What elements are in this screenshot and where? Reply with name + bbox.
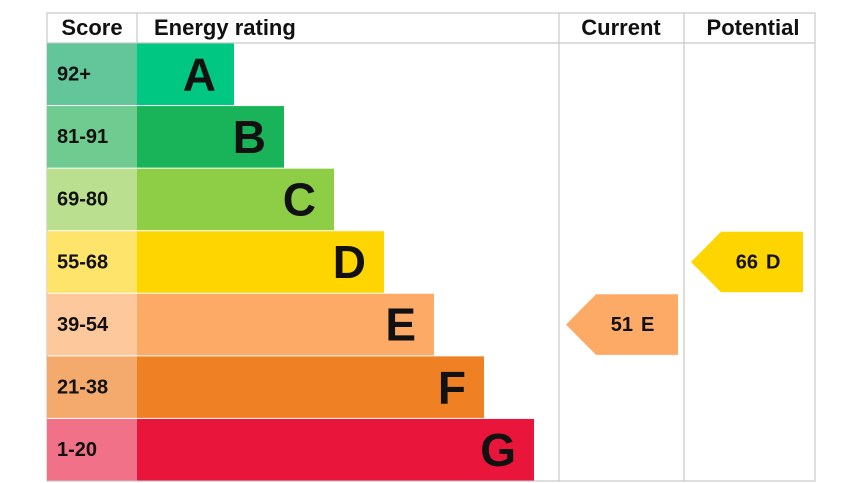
score-range: 1-20 [57, 439, 97, 461]
score-cell [47, 293, 137, 356]
rating-letter: C [283, 174, 316, 226]
header-current: Current [581, 15, 661, 40]
score-range: 55-68 [57, 251, 108, 273]
rating-letter: B [233, 111, 266, 163]
score-range: 92+ [57, 64, 91, 86]
score-range: 81-91 [57, 126, 108, 148]
score-cell [47, 418, 137, 481]
score-cell [47, 168, 137, 231]
score-range: 39-54 [57, 314, 109, 336]
rating-letter: A [183, 48, 216, 100]
potential-score: 66 [736, 251, 758, 273]
current-score: 51 [611, 314, 633, 336]
header-potential: Potential [707, 15, 800, 40]
rating-letter: E [385, 299, 416, 351]
score-range: 69-80 [57, 189, 108, 211]
score-cell [47, 356, 137, 418]
rating-bar [137, 231, 384, 293]
potential-arrow [691, 231, 803, 293]
current-arrow [566, 294, 678, 355]
score-cell [47, 231, 137, 293]
score-range: 21-38 [57, 376, 108, 398]
header-rating: Energy rating [154, 15, 296, 40]
rating-bar [137, 356, 484, 418]
score-cell [47, 43, 137, 106]
score-cell [47, 106, 137, 168]
rating-letter: G [480, 424, 516, 476]
rating-letter: F [438, 361, 466, 413]
potential-band: D [766, 251, 780, 273]
rating-bar [137, 293, 434, 356]
current-band: E [641, 314, 654, 336]
rating-bar [137, 418, 534, 481]
rating-letter: D [333, 236, 366, 288]
rating-bar [137, 106, 284, 168]
header-score: Score [61, 15, 122, 40]
rating-bar [137, 43, 234, 106]
rating-bar [137, 168, 334, 231]
